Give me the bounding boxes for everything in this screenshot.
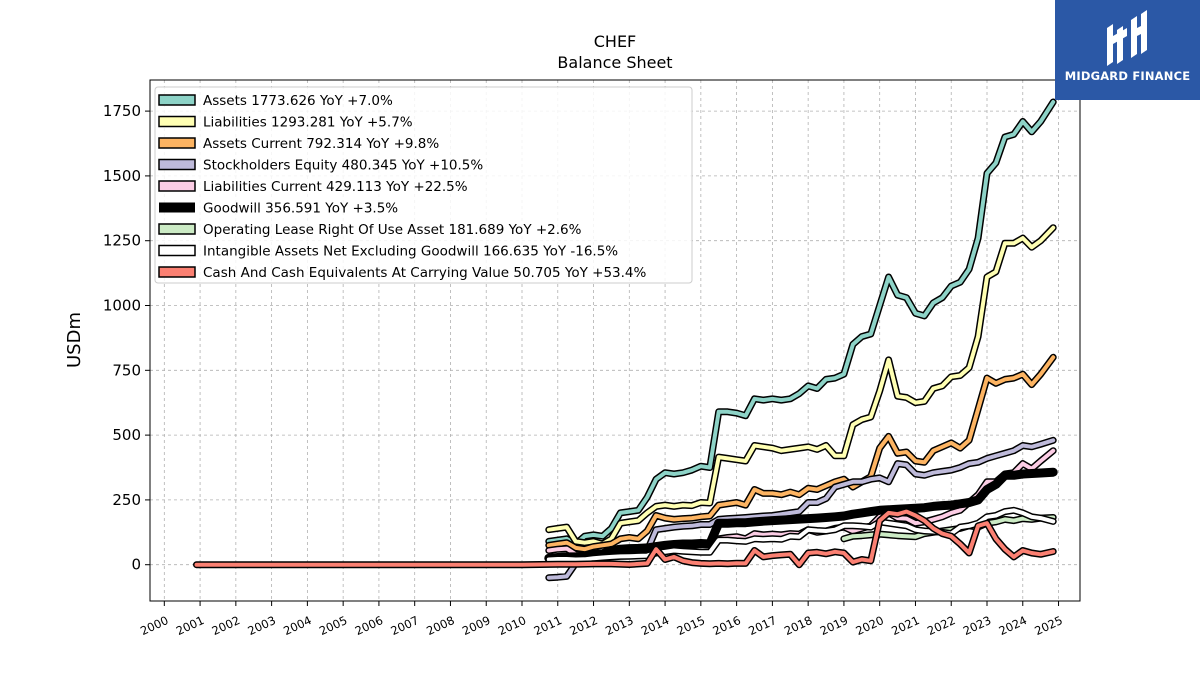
legend-swatch [159, 202, 195, 213]
x-tick-label: 2009 [460, 613, 492, 638]
y-tick-label: 1250 [103, 232, 141, 250]
series-lines [193, 98, 1058, 582]
legend-swatch [158, 244, 196, 257]
series-assets [545, 98, 1057, 548]
x-tick-label: 2011 [532, 613, 564, 638]
x-tick-label: 2003 [245, 613, 277, 638]
y-axis-label: USDm [64, 312, 85, 368]
x-tick-label: 2023 [961, 613, 993, 638]
legend-label: Goodwill 356.591 YoY +3.5% [203, 201, 398, 217]
series-goodwill [544, 467, 1058, 563]
legend: Assets 1773.626 YoY +7.0% Liabilities 129… [154, 86, 693, 284]
x-tick-label: 2017 [746, 613, 778, 638]
x-tick-label: 2014 [639, 613, 671, 638]
x-tick-label: 2000 [138, 613, 170, 638]
x-tick-label: 2020 [854, 613, 886, 638]
x-tick-label: 2021 [889, 613, 921, 638]
legend-swatch [158, 158, 196, 171]
x-tick-label: 2002 [210, 613, 242, 638]
x-tick-label: 2008 [424, 613, 456, 638]
midgard-finance-logo: MIDGARD FINANCE [1055, 0, 1200, 100]
series-line [546, 355, 1056, 552]
legend-swatch [158, 94, 196, 106]
series-assets-current [545, 353, 1057, 553]
x-tick-label: 2013 [603, 613, 635, 638]
x-tick-label: 2007 [389, 613, 421, 638]
x-tick-label: 2001 [174, 613, 206, 638]
legend-label: Intangible Assets Net Excluding Goodwill… [203, 244, 618, 260]
x-tick-label: 2015 [675, 613, 707, 638]
legend-label: Operating Lease Right Of Use Asset 181.6… [203, 222, 582, 238]
y-tick-label: 250 [112, 491, 141, 509]
x-tick-label: 2016 [710, 613, 742, 638]
y-tick-label: 1500 [103, 167, 141, 185]
series-line [194, 509, 1056, 567]
legend-swatch [158, 180, 196, 192]
x-tick-label: 2012 [567, 613, 599, 638]
chart-title: CHEF [594, 32, 637, 51]
y-tick-label: 500 [112, 426, 141, 444]
chart-subtitle: Balance Sheet [557, 53, 672, 72]
legend-label: Liabilities Current 429.113 YoY +22.5% [203, 179, 468, 195]
x-tick-label: 2025 [1032, 613, 1064, 638]
logo-text: MIDGARD FINANCE [1064, 69, 1191, 83]
series-line [544, 467, 1058, 563]
series-line [546, 100, 1056, 546]
series-liabilities [545, 224, 1057, 548]
y-tick-label: 0 [131, 556, 141, 574]
y-tick-label: 750 [112, 361, 141, 379]
series-cash-and-cash-equivalents-at-carrying-value [193, 508, 1057, 569]
x-tick-label: 2006 [353, 613, 385, 638]
x-tick-label: 2024 [997, 613, 1029, 638]
series-intangible-assets-net-excluding-goodwill [545, 506, 1057, 563]
y-tick-label: 1750 [103, 102, 141, 120]
y-tick-label: 1000 [103, 297, 141, 315]
legend-label: Assets 1773.626 YoY +7.0% [203, 93, 393, 109]
logo-mark-icon [1107, 10, 1147, 66]
legend-label: Cash And Cash Equivalents At Carrying Va… [203, 265, 647, 281]
x-tick-label: 2010 [496, 613, 528, 638]
legend-box [154, 86, 693, 284]
series-line [546, 508, 1056, 562]
legend-label: Liabilities 1293.281 YoY +5.7% [203, 115, 413, 131]
x-tick-label: 2022 [925, 613, 957, 638]
x-tick-label: 2005 [317, 613, 349, 638]
series-line [546, 225, 1056, 546]
x-tick-label: 2019 [818, 613, 850, 638]
x-tick-label: 2018 [782, 613, 814, 638]
legend-swatch [158, 266, 196, 278]
x-tick-label: 2004 [281, 613, 313, 638]
legend-swatch [158, 137, 196, 149]
plot-frame [149, 79, 1081, 602]
legend-label: Stockholders Equity 480.345 YoY +10.5% [203, 158, 483, 174]
legend-swatch [158, 223, 196, 235]
legend-label: Assets Current 792.314 YoY +9.8% [203, 136, 439, 152]
legend-swatch [158, 115, 196, 128]
